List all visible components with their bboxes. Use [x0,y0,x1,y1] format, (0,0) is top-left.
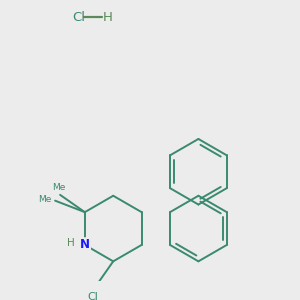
Text: H: H [67,238,75,248]
Text: Me: Me [52,183,65,192]
Text: Cl: Cl [72,11,85,24]
Text: Me: Me [39,195,52,204]
Text: N: N [80,238,90,251]
Text: Cl: Cl [87,292,98,300]
Text: H: H [103,11,113,24]
